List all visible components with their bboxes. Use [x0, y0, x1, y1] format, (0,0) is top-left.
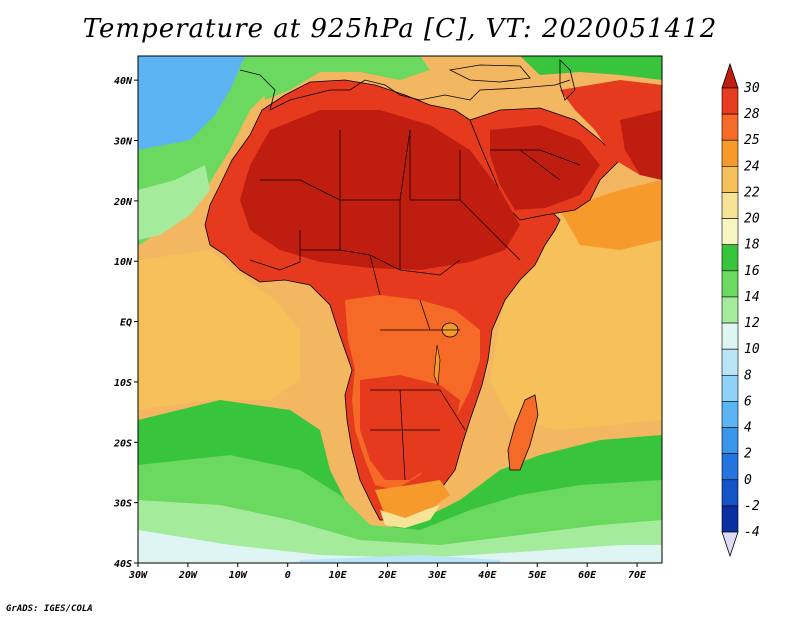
colorbar-segment — [721, 87, 739, 115]
colorbar-segment — [721, 322, 739, 350]
colorbar-level-label: 12 — [744, 316, 760, 331]
colorbar-segment — [721, 192, 739, 219]
tropical-atlantic-warm — [138, 250, 300, 410]
latitude-axis: 40N 30N 20N 10N EQ 10S 20S 30S 40S — [113, 76, 138, 570]
colorbar-level-label: 18 — [744, 238, 760, 253]
map-title: Temperature at 925hPa [C], VT: 202005141… — [82, 14, 718, 44]
colorbar-high-cap — [721, 62, 739, 89]
colorbar-level-label: 22 — [744, 185, 760, 200]
colorbar-level-label: 4 — [744, 421, 752, 436]
colorbar-segment — [721, 113, 739, 141]
colorbar-segment — [721, 139, 739, 167]
colorbar-segment — [721, 374, 739, 402]
map-panel — [138, 56, 662, 563]
footer-credit: GrADS: IGES/COLA — [6, 604, 93, 614]
colorbar-segment — [721, 296, 739, 324]
lon-tick-label: 20W — [178, 570, 198, 581]
colorbar-low-cap — [721, 531, 739, 558]
lat-tick-label: EQ — [120, 318, 132, 329]
lat-tick-label: 30N — [113, 137, 133, 148]
lat-tick-label: 30S — [113, 499, 132, 510]
colorbar-segment — [721, 166, 739, 193]
colorbar-level-label: 24 — [744, 159, 760, 174]
lat-tick-label: 20S — [113, 438, 132, 449]
lat-tick-label: 40S — [114, 559, 132, 570]
colorbar-level-label: -2 — [744, 499, 760, 514]
colorbar-level-label: 8 — [744, 368, 752, 383]
colorbar-level-label: 25 — [744, 133, 760, 148]
lon-tick-label: 30W — [128, 570, 148, 581]
asia-green — [520, 56, 662, 80]
colorbar-segment — [721, 218, 739, 246]
madagascar — [507, 394, 539, 471]
europe-coast — [239, 69, 571, 111]
colorbar-level-label: 10 — [744, 342, 760, 357]
colorbar-level-label: 28 — [744, 107, 760, 122]
europe-green — [260, 56, 430, 100]
persian-core — [620, 110, 662, 180]
south-blue — [300, 555, 500, 563]
colorbar-level-label: 20 — [744, 212, 760, 227]
colorbar-segment — [721, 505, 739, 533]
colorbar-level-label: 0 — [744, 473, 752, 488]
black-sea-coast — [448, 64, 531, 83]
colorbar-level-label: 2 — [744, 447, 752, 462]
longitude-axis: 30W 20W 10W 0 10E 20E 30E 40E 50E 60E 70E — [128, 563, 647, 581]
colorbar-segment — [721, 453, 739, 481]
lon-tick-label: 50E — [528, 570, 547, 581]
lat-tick-label: 10S — [114, 378, 132, 389]
lon-tick-label: 40E — [478, 570, 497, 581]
lake-tanganyika — [433, 344, 441, 386]
caspian-coast — [559, 59, 576, 101]
arabia-core — [490, 125, 600, 210]
south-pale — [138, 530, 662, 563]
lon-tick-label: 70E — [628, 570, 647, 581]
lon-tick-label: 30E — [427, 570, 447, 581]
lon-tick-label: 10E — [329, 570, 348, 581]
colorbar-segment — [721, 401, 739, 428]
lon-tick-label: 0 — [285, 570, 291, 581]
sahara-core — [240, 110, 520, 270]
arabian-sea — [560, 180, 662, 250]
colorbar-segment — [721, 348, 739, 376]
canary-current-light — [138, 165, 210, 240]
southern-tip — [375, 480, 450, 520]
colorbar-segment — [721, 427, 739, 454]
colorbar-level-label: -4 — [744, 525, 760, 540]
lon-tick-label: 60E — [578, 570, 597, 581]
colorbar-level-label: 16 — [744, 264, 760, 279]
country-borders — [249, 129, 581, 481]
lat-tick-label: 40N — [114, 76, 133, 87]
colorbar-segment — [721, 244, 739, 272]
lat-tick-label: 10N — [114, 257, 133, 268]
colorbar-level-label: 6 — [744, 394, 752, 409]
colorbar-segment — [721, 479, 739, 507]
colorbar-level-label: 30 — [743, 81, 760, 96]
map-frame — [137, 55, 663, 564]
colorbar-segment — [721, 270, 739, 298]
lat-tick-label: 20N — [113, 197, 133, 208]
cape-yellow — [380, 505, 440, 528]
lon-tick-label: 20E — [377, 570, 397, 581]
lon-tick-label: 10W — [229, 570, 248, 581]
south-africa-hot — [360, 375, 460, 480]
colorbar-level-label: 14 — [744, 290, 760, 305]
south-cyan — [138, 500, 662, 563]
